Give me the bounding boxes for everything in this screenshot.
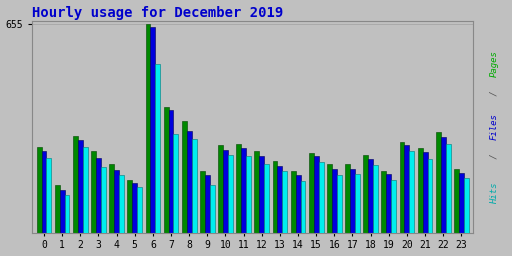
- Bar: [83, 147, 88, 233]
- Bar: [436, 132, 441, 233]
- Bar: [282, 170, 287, 233]
- Bar: [301, 181, 305, 233]
- Bar: [422, 152, 428, 233]
- Bar: [314, 156, 318, 233]
- Bar: [174, 134, 178, 233]
- Text: Hourly usage for December 2019: Hourly usage for December 2019: [32, 6, 284, 19]
- Bar: [73, 135, 78, 233]
- Bar: [381, 170, 387, 233]
- Bar: [96, 158, 101, 233]
- Text: Pages: Pages: [490, 50, 499, 77]
- Bar: [187, 131, 191, 233]
- Bar: [345, 164, 350, 233]
- Bar: [119, 175, 124, 233]
- Bar: [60, 190, 65, 233]
- Bar: [145, 24, 151, 233]
- Bar: [264, 164, 269, 233]
- Bar: [164, 107, 168, 233]
- Bar: [205, 175, 210, 233]
- Bar: [127, 180, 132, 233]
- Bar: [327, 164, 332, 233]
- Bar: [459, 173, 464, 233]
- Bar: [337, 175, 342, 233]
- Bar: [132, 183, 137, 233]
- Bar: [350, 169, 355, 233]
- Bar: [78, 140, 83, 233]
- Bar: [191, 139, 197, 233]
- Bar: [200, 170, 205, 233]
- Bar: [454, 169, 459, 233]
- Bar: [278, 166, 282, 233]
- Bar: [210, 185, 215, 233]
- Bar: [404, 145, 410, 233]
- Bar: [47, 158, 51, 233]
- Bar: [410, 151, 414, 233]
- Bar: [41, 152, 47, 233]
- Bar: [399, 142, 404, 233]
- Bar: [218, 145, 223, 233]
- Bar: [332, 169, 337, 233]
- Bar: [114, 170, 119, 233]
- Text: Files: Files: [490, 113, 499, 140]
- Bar: [272, 161, 278, 233]
- Bar: [241, 148, 246, 233]
- Bar: [182, 121, 187, 233]
- Bar: [228, 155, 233, 233]
- Bar: [295, 175, 301, 233]
- Bar: [101, 167, 106, 233]
- Bar: [236, 144, 241, 233]
- Text: /: /: [490, 85, 499, 101]
- Bar: [109, 164, 114, 233]
- Bar: [441, 137, 445, 233]
- Bar: [355, 174, 360, 233]
- Bar: [428, 159, 433, 233]
- Bar: [364, 155, 368, 233]
- Bar: [259, 156, 264, 233]
- Bar: [37, 147, 41, 233]
- Bar: [155, 64, 160, 233]
- Bar: [318, 162, 324, 233]
- Bar: [291, 170, 295, 233]
- Bar: [418, 148, 422, 233]
- Bar: [137, 187, 142, 233]
- Bar: [464, 178, 468, 233]
- Text: Hits: Hits: [490, 183, 499, 204]
- Bar: [387, 174, 391, 233]
- Bar: [246, 156, 251, 233]
- Bar: [254, 152, 259, 233]
- Bar: [151, 27, 155, 233]
- Bar: [391, 180, 396, 233]
- Bar: [223, 150, 228, 233]
- Bar: [368, 159, 373, 233]
- Bar: [91, 152, 96, 233]
- Bar: [168, 110, 174, 233]
- Bar: [309, 153, 314, 233]
- Text: /: /: [490, 148, 499, 164]
- Bar: [55, 185, 60, 233]
- Bar: [65, 195, 70, 233]
- Bar: [445, 144, 451, 233]
- Bar: [373, 165, 378, 233]
